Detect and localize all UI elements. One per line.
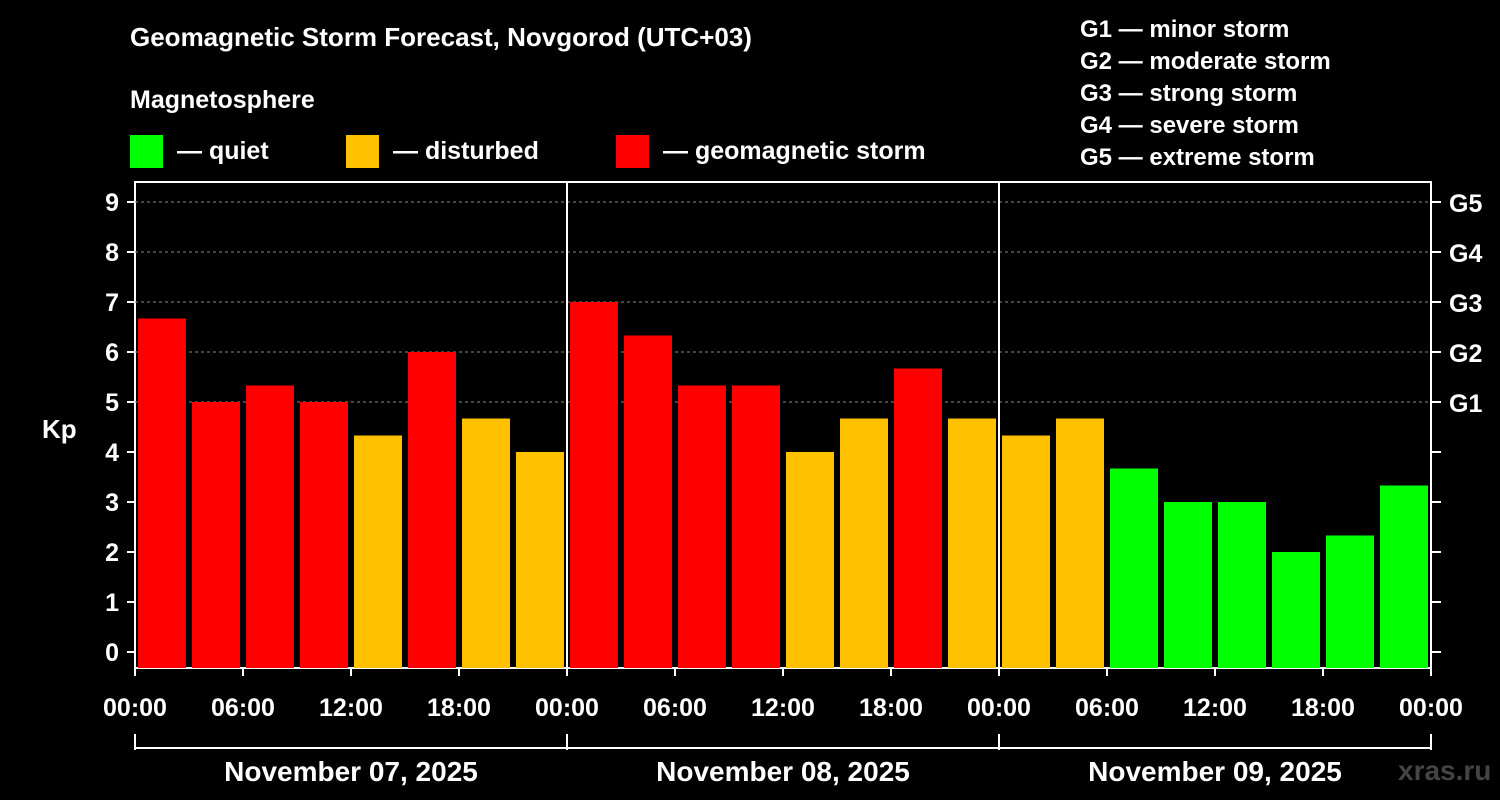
chart-subtitle: Magnetosphere [130,86,315,114]
kp-bar [1272,552,1320,668]
legend-label-storm: — geomagnetic storm [663,136,926,165]
legend-quiet: — quiet [130,134,269,168]
x-tick-label: 06:00 [1075,694,1139,722]
kp-bar [1380,485,1428,668]
kp-bar [408,352,456,668]
kp-bar [840,418,888,668]
y-tick-label: 0 [105,639,119,667]
legend-storm: — geomagnetic storm [616,134,926,168]
kp-bar [624,335,672,668]
x-tick-label: 18:00 [859,694,923,722]
watermark: xras.ru [1398,755,1492,786]
kp-bar [786,452,834,668]
kp-bar [948,418,996,668]
y-tick-label: 3 [105,489,119,517]
kp-bar [462,418,510,668]
kp-bar [732,385,780,668]
y-tick-label: 1 [105,589,119,617]
kp-bar [1002,435,1050,668]
g-level-label: G2 [1449,340,1482,368]
legend-disturbed: — disturbed [346,134,539,168]
x-tick-label: 06:00 [643,694,707,722]
y-tick-label: 9 [105,189,119,217]
kp-bar [138,318,186,668]
g-level-label: G1 [1449,390,1482,418]
day-label: November 07, 2025 [224,756,478,787]
g-level-label: G3 [1449,290,1482,318]
legend-swatch-storm [616,134,649,168]
day-label: November 09, 2025 [1088,756,1342,787]
legend-label-quiet: — quiet [177,136,269,165]
x-tick-label: 18:00 [427,694,491,722]
kp-bar [192,402,240,668]
g-level-label: G4 [1449,240,1482,268]
kp-bar [678,385,726,668]
g-scale-item: G5 — extreme storm [1080,144,1315,171]
kp-bar [1110,468,1158,668]
x-tick-label: 12:00 [751,694,815,722]
y-tick-label: 8 [105,239,119,267]
y-tick-label: 5 [105,389,119,417]
y-tick-label: 6 [105,339,119,367]
legend-label-disturbed: — disturbed [393,136,539,165]
kp-bar [1164,502,1212,668]
x-tick-label: 12:00 [319,694,383,722]
x-tick-label: 12:00 [1183,694,1247,722]
y-axis-label: Kp [42,414,77,444]
legend-swatch-quiet [130,134,163,168]
kp-bar [570,302,618,668]
kp-bar [246,385,294,668]
g-scale-item: G2 — moderate storm [1080,48,1331,75]
g-scale-item: G3 — strong storm [1080,80,1298,107]
kp-bar [300,402,348,668]
kp-bar [894,368,942,668]
kp-bar [1326,535,1374,668]
g-level-label: G5 [1449,190,1482,218]
y-tick-label: 2 [105,539,119,567]
legend-swatch-disturbed [346,134,379,168]
y-tick-label: 7 [105,289,119,317]
g-scale-item: G4 — severe storm [1080,112,1299,139]
kp-bar [354,435,402,668]
x-tick-label: 00:00 [535,694,599,722]
g-scale-item: G1 — minor storm [1080,16,1290,43]
x-tick-label: 00:00 [103,694,167,722]
y-tick-label: 4 [105,439,119,467]
x-tick-label: 00:00 [1399,694,1463,722]
kp-bar [1218,502,1266,668]
x-tick-label: 00:00 [967,694,1031,722]
kp-bar [516,452,564,668]
day-label: November 08, 2025 [656,756,910,787]
kp-bar [1056,418,1104,668]
x-tick-label: 06:00 [211,694,275,722]
g-scale-list: G1 — minor storm G2 — moderate storm G3 … [1080,14,1331,174]
x-tick-label: 18:00 [1291,694,1355,722]
chart-title: Geomagnetic Storm Forecast, Novgorod (UT… [130,22,752,52]
